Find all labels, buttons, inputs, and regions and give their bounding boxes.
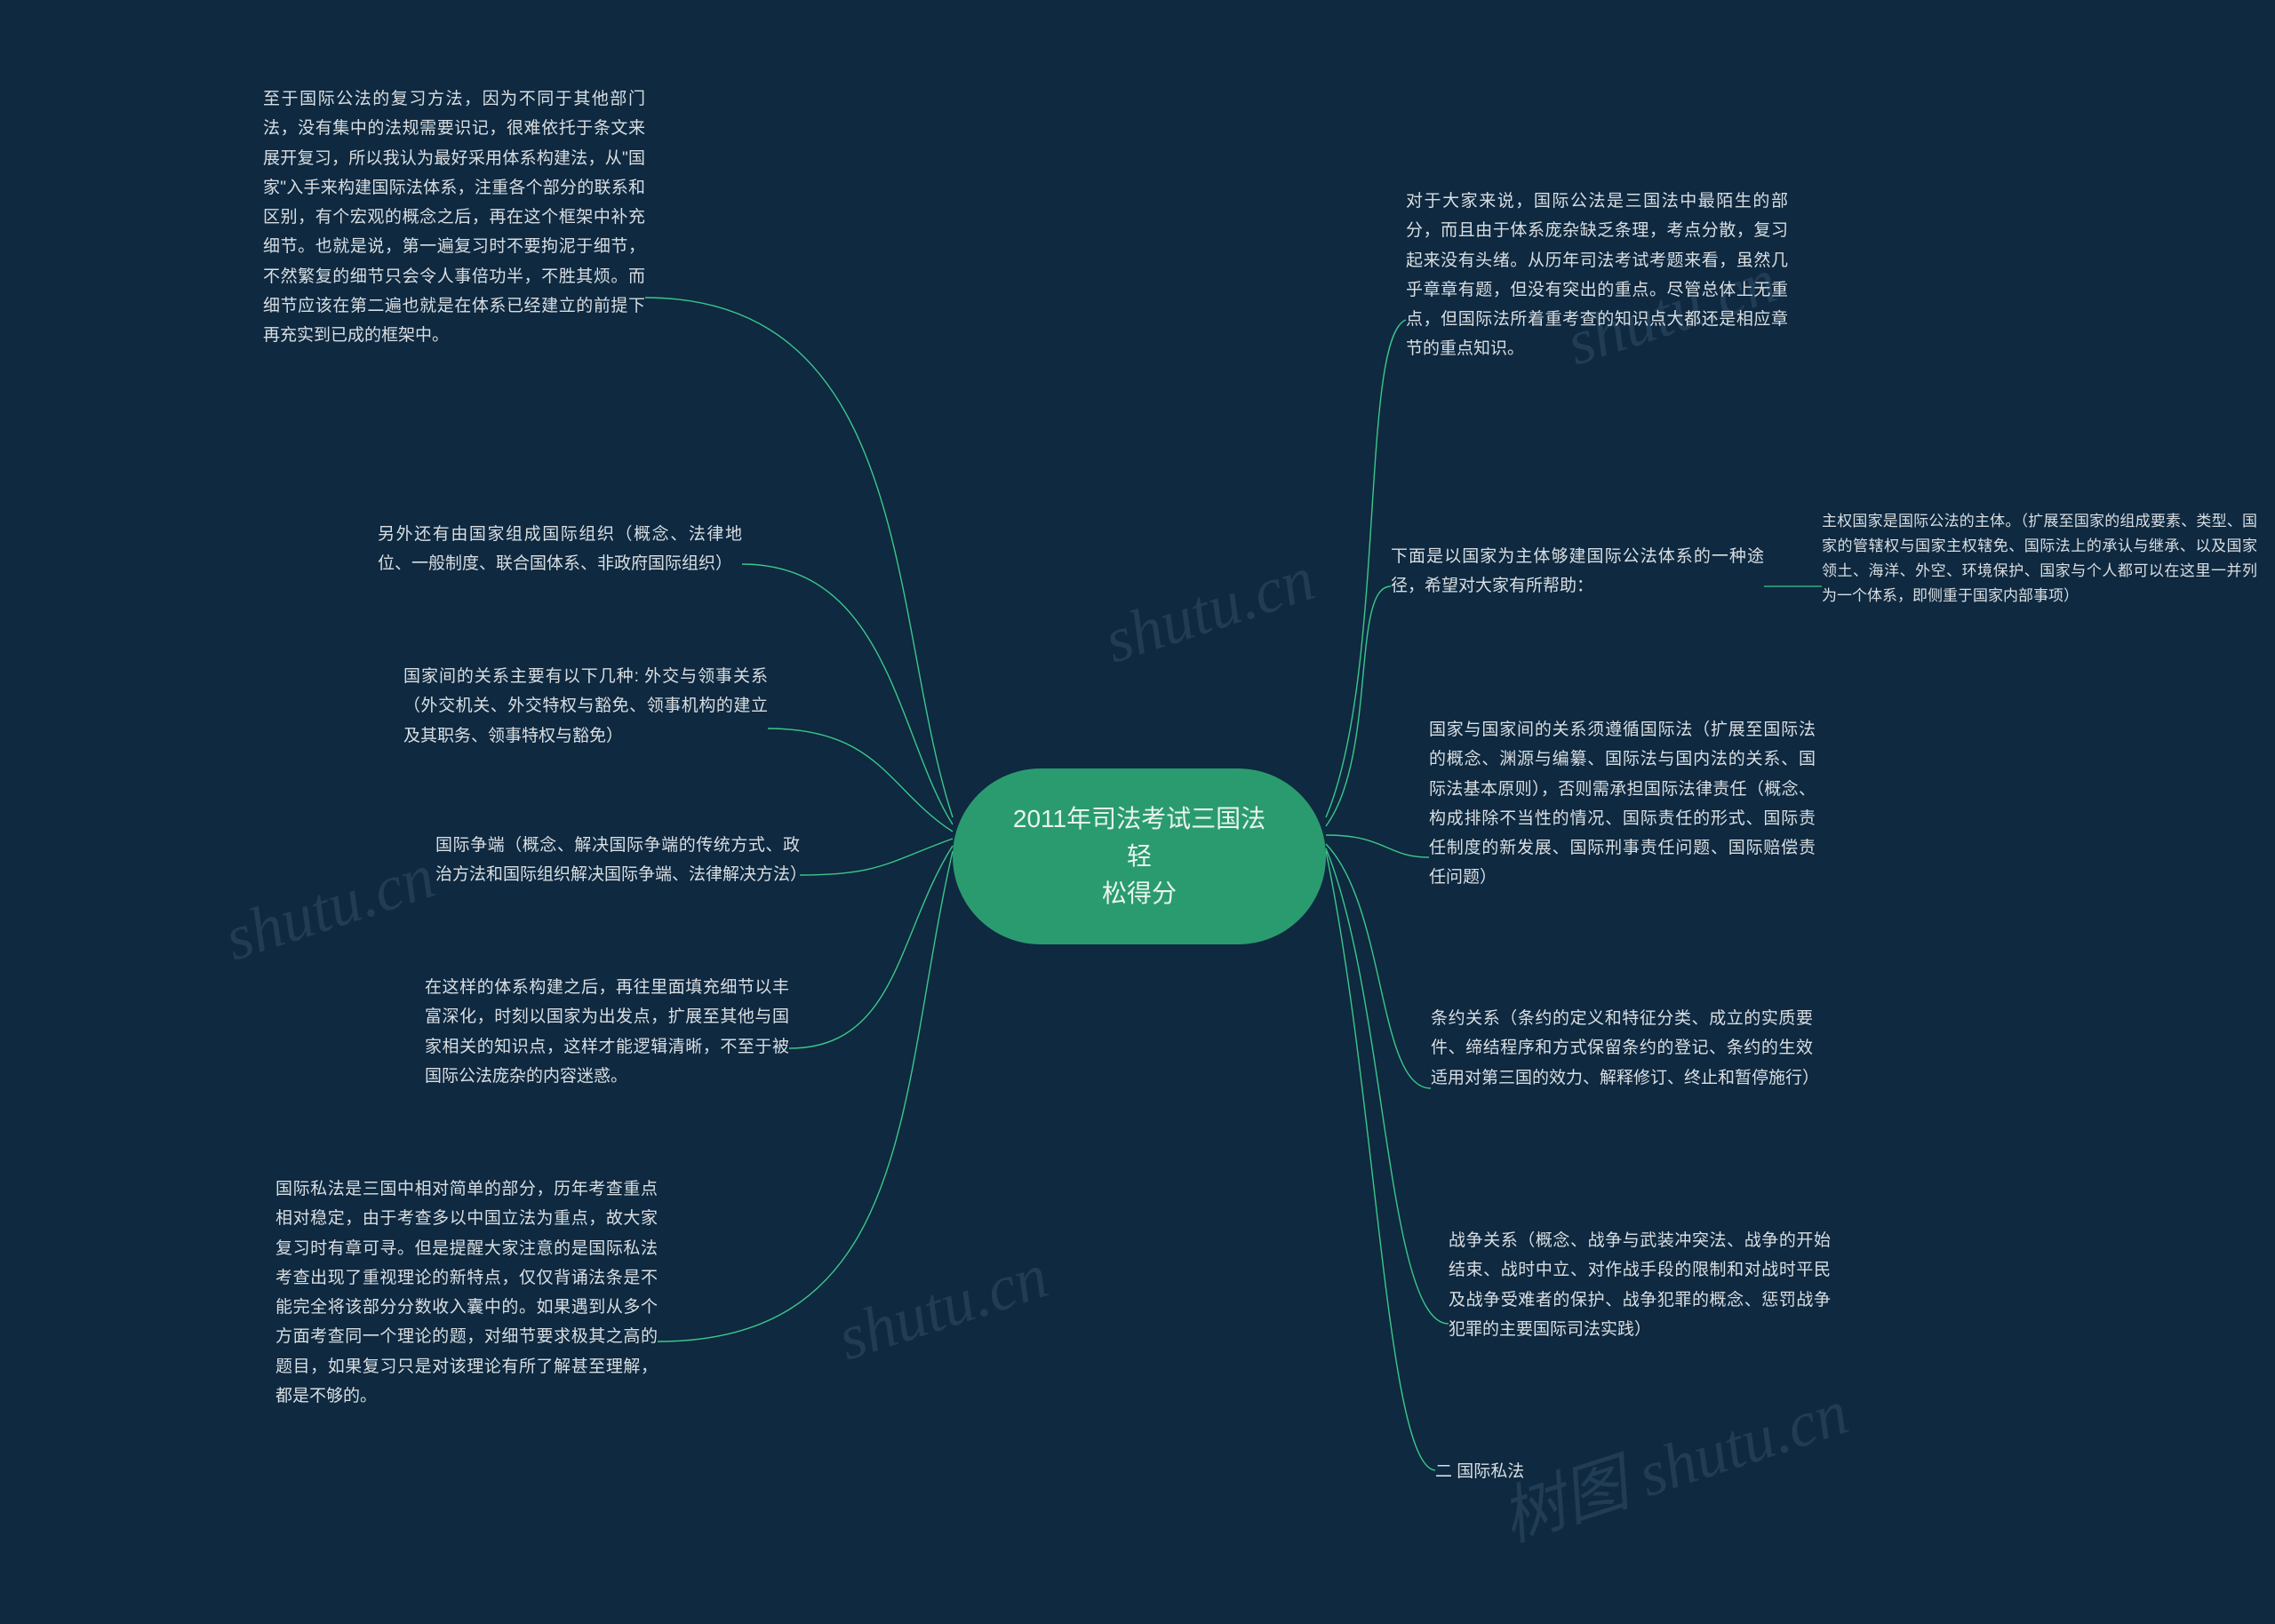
left-2: 另外还有由国家组成国际组织（概念、法律地位、一般制度、联合国体系、非政府国际组织… xyxy=(378,520,742,579)
right-2: 下面是以国家为主体够建国际公法体系的一种途径，希望对大家有所帮助： xyxy=(1391,542,1764,601)
center-node[interactable]: 2011年司法考试三国法轻松得分 xyxy=(953,768,1326,944)
right-3: 国家与国家间的关系须遵循国际法（扩展至国际法的概念、渊源与编纂、国际法与国内法的… xyxy=(1429,715,1816,893)
right-1: 对于大家来说，国际公法是三国法中最陌生的部分，而且由于体系庞杂缺乏条理，考点分散… xyxy=(1406,187,1788,364)
left-5: 在这样的体系构建之后，再往里面填充细节以丰富深化，时刻以国家为出发点，扩展至其他… xyxy=(425,973,789,1091)
watermark: shutu.cn xyxy=(216,840,443,976)
watermark: shutu.cn xyxy=(1096,542,1323,679)
left-4: 国际争端（概念、解决国际争端的传统方式、政治方法和国际组织解决国际争端、法律解决… xyxy=(435,831,800,890)
left-1: 至于国际公法的复习方法，因为不同于其他部门法，没有集中的法规需要识记，很难依托于… xyxy=(263,84,645,350)
right-2-child: 主权国家是国际公法的主体。（扩展至国家的组成要素、类型、国家的管辖权与国家主权辖… xyxy=(1822,509,2257,609)
right-4: 条约关系（条约的定义和特征分类、成立的实质要件、缔结程序和方式保留条约的登记、条… xyxy=(1431,1004,1813,1093)
right-5: 战争关系（概念、战争与武装冲突法、战争的开始结束、战时中立、对作战手段的限制和对… xyxy=(1449,1226,1831,1344)
mindmap-canvas: shutu.cn shutu.cn shutu.cn shutu.cn 树图 s… xyxy=(0,0,2275,1624)
right-6: 二 国际私法 xyxy=(1435,1457,1613,1486)
left-3: 国家间的关系主要有以下几种: 外交与领事关系（外交机关、外交特权与豁免、领事机构… xyxy=(403,662,768,751)
left-6: 国际私法是三国中相对简单的部分，历年考查重点相对稳定，由于考查多以中国立法为重点… xyxy=(275,1174,658,1411)
watermark: shutu.cn xyxy=(829,1239,1057,1376)
